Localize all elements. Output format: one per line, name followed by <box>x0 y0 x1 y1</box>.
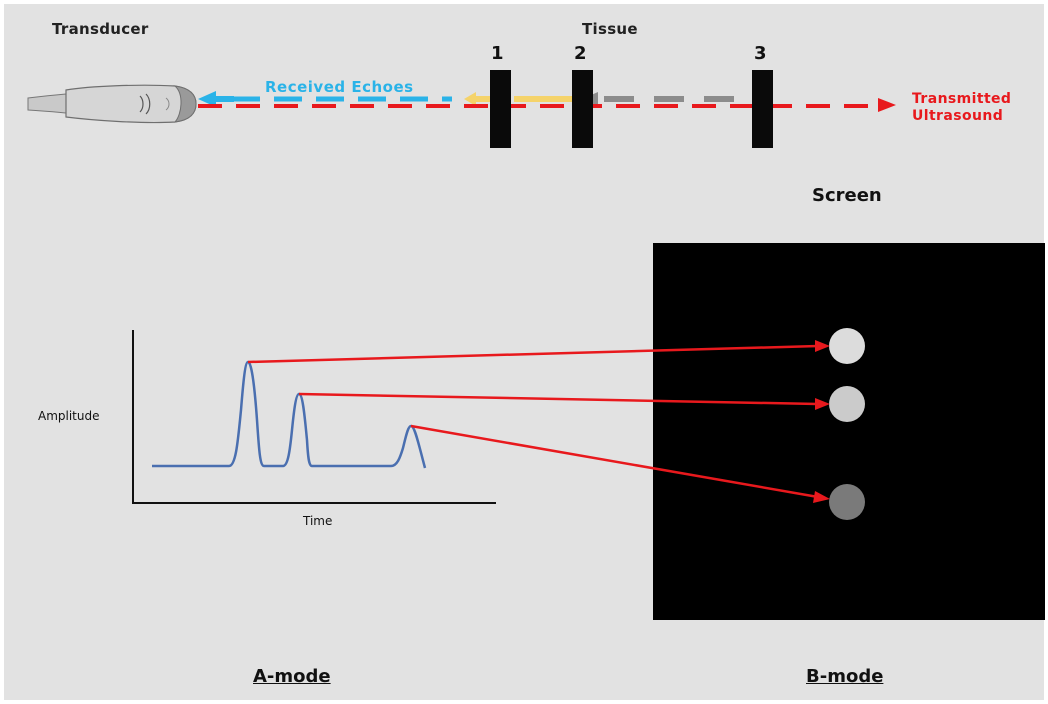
screen-label: Screen <box>812 185 882 206</box>
a-mode-trace <box>152 360 427 469</box>
a-mode-caption: A-mode <box>253 666 331 687</box>
transducer-label: Transducer <box>52 20 149 38</box>
arrow-right-icon <box>815 398 830 410</box>
arrow-right-icon <box>813 491 830 503</box>
echo-1-line <box>464 92 572 106</box>
b-mode-dot-3 <box>829 484 865 520</box>
tissue-number-2: 2 <box>574 43 587 64</box>
tissue-number-3: 3 <box>754 43 767 64</box>
transmitted-label-line-1: Transmitted <box>912 91 1012 107</box>
received-echo-line <box>198 91 452 107</box>
b-mode-caption: B-mode <box>806 666 884 687</box>
tissue-number-1: 1 <box>491 43 504 64</box>
transmitted-label-line-2: Ultrasound <box>912 108 1004 124</box>
echo-2-line <box>582 92 752 106</box>
mapping-arrow-1 <box>247 344 819 364</box>
tissue-bar-2 <box>572 70 593 148</box>
tissue-bar-3 <box>752 70 773 148</box>
arrow-right-icon <box>815 340 830 352</box>
mapping-arrows <box>247 340 830 503</box>
amplitude-axis-label: Amplitude <box>38 409 100 423</box>
b-mode-dot-2 <box>829 386 865 422</box>
transmitted-beam-line <box>198 98 896 112</box>
arrow-left-icon <box>198 91 216 107</box>
b-mode-dot-1 <box>829 328 865 364</box>
transducer-probe-icon <box>27 84 197 124</box>
mapping-arrow-3 <box>410 424 819 499</box>
tissue-label: Tissue <box>582 20 638 38</box>
time-axis-label: Time <box>303 514 333 528</box>
b-mode-screen <box>653 243 1045 620</box>
arrow-right-icon <box>878 98 896 112</box>
tissue-bar-1 <box>490 70 511 148</box>
transmitted-ultrasound-label: Transmitted Ultrasound <box>912 91 1011 125</box>
received-echoes-label: Received Echoes <box>265 78 414 96</box>
mapping-arrow-2 <box>298 392 819 406</box>
